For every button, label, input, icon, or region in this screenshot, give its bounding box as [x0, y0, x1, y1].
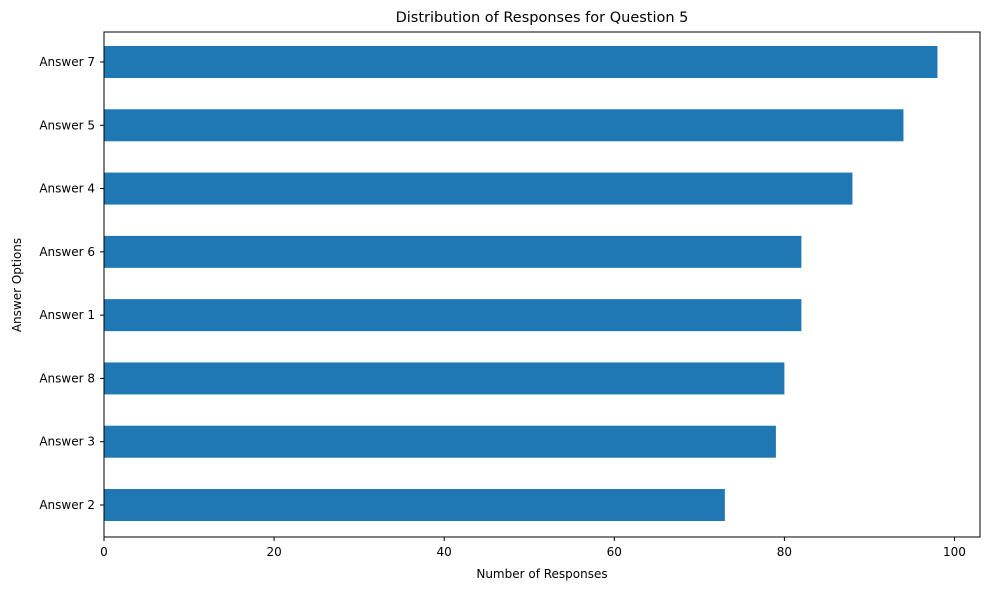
x-tick-label: 0 — [100, 545, 108, 559]
y-tick-label: Answer 1 — [39, 308, 95, 322]
x-tick-label: 20 — [266, 545, 281, 559]
bar — [104, 362, 785, 395]
bars-group — [104, 46, 938, 521]
bar — [104, 109, 904, 142]
y-tick-label: Answer 4 — [39, 182, 95, 196]
y-tick-label: Answer 3 — [39, 435, 95, 449]
x-tick-label: 80 — [777, 545, 792, 559]
bar — [104, 489, 725, 521]
y-axis-label: Answer Options — [10, 238, 24, 332]
bar — [104, 235, 802, 268]
y-tick-label: Answer 5 — [39, 118, 95, 132]
x-tick-label: 40 — [437, 545, 452, 559]
plot-frame — [103, 31, 981, 538]
bar — [104, 425, 776, 458]
bar — [104, 299, 802, 332]
y-tick-label: Answer 6 — [39, 245, 95, 259]
x-tick-label: 100 — [943, 545, 966, 559]
chart-title: Distribution of Responses for Question 5 — [396, 10, 689, 26]
x-axis-ticks: 0 20 40 60 80 100 — [100, 537, 966, 559]
y-tick-label: Answer 2 — [39, 498, 95, 512]
y-tick-label: Answer 8 — [39, 371, 95, 385]
y-axis-ticks: Answer 7 Answer 5 Answer 4 Answer 6 Answer 1… — [39, 55, 104, 512]
x-axis-label: Number of Responses — [476, 567, 607, 581]
y-tick-label: Answer 7 — [39, 55, 95, 69]
bar — [104, 46, 938, 78]
x-tick-label: 60 — [607, 545, 622, 559]
bar — [104, 172, 853, 205]
